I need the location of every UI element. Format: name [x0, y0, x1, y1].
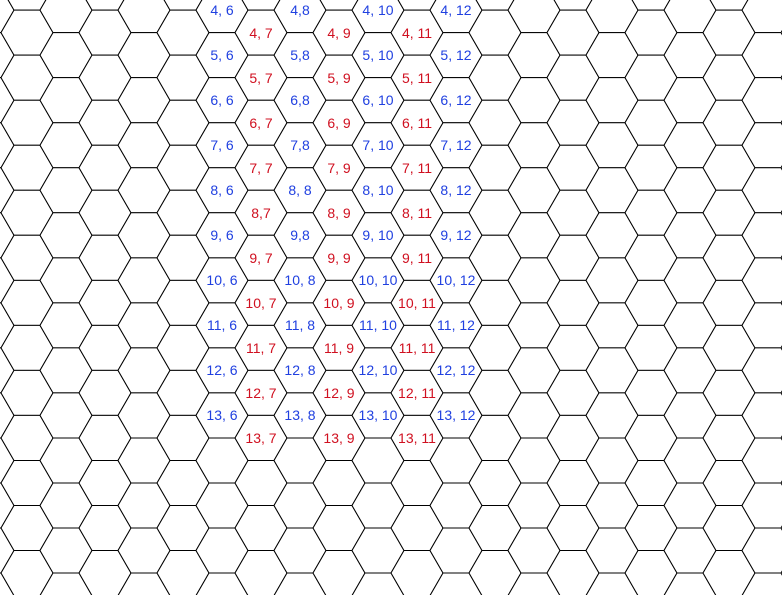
hex-label: 12, 6 [206, 362, 237, 378]
hex-label: 11, 10 [359, 317, 397, 333]
hex-label: 12, 8 [284, 362, 315, 378]
hex-label: 13, 8 [284, 407, 315, 423]
hex-label: 13, 12 [437, 407, 476, 423]
hex-label: 4, 7 [249, 25, 272, 41]
hex-label: 7, 11 [402, 160, 432, 176]
hex-label: 5, 11 [402, 70, 432, 86]
hex-label: 9, 9 [327, 250, 350, 266]
hex-label: 11, 9 [324, 340, 354, 356]
hex-label: 5, 9 [327, 70, 350, 86]
hex-label: 6, 6 [210, 92, 233, 108]
hex-label: 9,8 [290, 227, 309, 243]
hex-label: 11, 8 [285, 317, 315, 333]
hex-label: 12, 10 [359, 362, 398, 378]
hex-label: 7,8 [290, 137, 309, 153]
hex-label: 12, 11 [398, 385, 436, 401]
hex-label: 9, 7 [249, 250, 272, 266]
hex-label: 6, 7 [249, 115, 272, 131]
hex-label: 12, 9 [323, 385, 354, 401]
hex-label: 8, 10 [362, 182, 393, 198]
hex-label: 8, 11 [402, 205, 432, 221]
hex-label: 10, 6 [206, 272, 237, 288]
hex-label: 7, 9 [327, 160, 350, 176]
hex-label: 4, 9 [327, 25, 350, 41]
hex-label: 10, 11 [398, 295, 436, 311]
hex-label: 11, 6 [207, 317, 237, 333]
hex-label: 13, 7 [245, 430, 276, 446]
hex-label: 4, 6 [210, 2, 233, 18]
hex-label: 9, 6 [210, 227, 233, 243]
hex-label: 4, 12 [440, 2, 471, 18]
hex-label: 10, 7 [245, 295, 276, 311]
hex-label: 13, 9 [323, 430, 354, 446]
hex-label: 5, 7 [249, 70, 272, 86]
hex-label: 11, 12 [437, 317, 475, 333]
hex-label: 6, 9 [327, 115, 350, 131]
hex-label: 4, 10 [362, 2, 393, 18]
hex-label: 5, 10 [362, 47, 393, 63]
hex-label: 6, 10 [362, 92, 393, 108]
hex-label: 10, 9 [323, 295, 354, 311]
hex-grid-stage: 4, 6 5, 6 6, 6 7, 6 8, 6 9, 6 10, 6 11, 6 12, 6 1… [0, 0, 782, 595]
hex-label: 7, 7 [249, 160, 272, 176]
hex-label: 12, 12 [437, 362, 476, 378]
hex-label: 8, 12 [440, 182, 471, 198]
hex-label: 11, 11 [399, 340, 436, 356]
hex-label: 8, 9 [327, 205, 350, 221]
hex-label: 8, 8 [288, 182, 311, 198]
hex-label: 11, 7 [246, 340, 276, 356]
hex-label: 13, 11 [398, 430, 436, 446]
hex-label: 6,8 [290, 92, 309, 108]
hex-label: 8,7 [251, 205, 270, 221]
hex-label: 13, 6 [206, 407, 237, 423]
hex-label: 7, 10 [362, 137, 393, 153]
hex-label: 7, 6 [210, 137, 233, 153]
hex-label: 5, 6 [210, 47, 233, 63]
hex-label: 4, 11 [402, 25, 432, 41]
hex-label: 6, 12 [440, 92, 471, 108]
hex-grid-svg [0, 0, 782, 595]
hex-label: 9, 12 [440, 227, 471, 243]
hex-label: 10, 8 [284, 272, 315, 288]
hex-label: 8, 6 [210, 182, 233, 198]
hex-label: 13, 10 [359, 407, 398, 423]
hex-label: 4,8 [290, 2, 309, 18]
hex-label: 9, 10 [362, 227, 393, 243]
hex-label: 5,8 [290, 47, 309, 63]
hex-label: 5, 12 [440, 47, 471, 63]
hex-label: 6, 11 [402, 115, 432, 131]
hex-label: 9, 11 [402, 250, 432, 266]
hex-label: 10, 10 [359, 272, 398, 288]
hex-label: 12, 7 [245, 385, 276, 401]
hex-label: 7, 12 [440, 137, 471, 153]
hex-label: 10, 12 [437, 272, 476, 288]
